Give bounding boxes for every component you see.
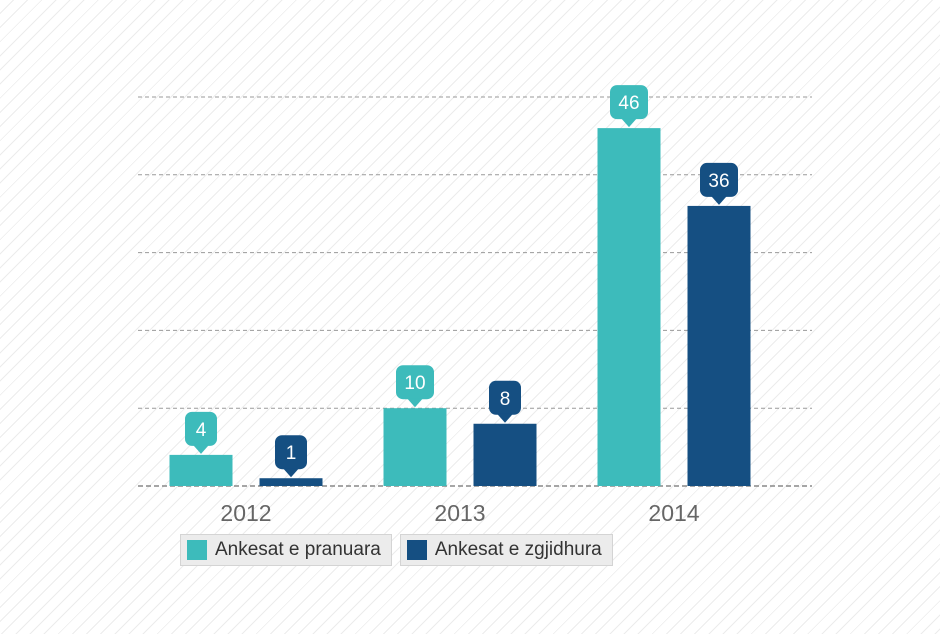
- x-tick-label: 2014: [648, 500, 699, 526]
- bar: [473, 423, 537, 486]
- legend-item-series-0: Ankesat e pranuara: [180, 534, 392, 566]
- data-label-text: 4: [196, 420, 207, 441]
- data-label-bubble: [489, 380, 521, 415]
- data-labels: 4 10 46 1 8 36: [185, 85, 738, 478]
- data-label-pointer: [497, 413, 513, 423]
- data-label-text: 1: [286, 443, 297, 464]
- bar: [687, 205, 751, 487]
- legend-swatch: [187, 540, 207, 560]
- data-label: 10: [396, 365, 434, 408]
- data-label-bubble: [185, 411, 217, 446]
- data-label-bubble: [275, 435, 307, 470]
- data-label: 8: [489, 380, 521, 423]
- data-label-text: 8: [500, 389, 511, 410]
- data-label-pointer: [283, 468, 299, 478]
- data-label-pointer: [621, 118, 637, 128]
- data-label: 1: [275, 435, 307, 478]
- x-axis-ticks: 2012 2013 2014: [220, 500, 699, 526]
- data-label: 4: [185, 411, 217, 454]
- x-tick-label: 2012: [220, 500, 271, 526]
- legend: Ankesat e pranuara Ankesat e zgjidhura: [180, 534, 613, 566]
- legend-label: Ankesat e pranuara: [215, 539, 381, 560]
- data-label-text: 46: [618, 93, 639, 114]
- bars: [169, 128, 751, 487]
- bar: [169, 454, 233, 486]
- data-label-text: 10: [404, 373, 425, 394]
- bar: [597, 128, 661, 486]
- data-label-bubble: [610, 85, 648, 120]
- data-label-bubble: [700, 162, 738, 197]
- data-label: 46: [610, 85, 648, 128]
- bar: [259, 478, 323, 486]
- data-label-text: 36: [708, 171, 729, 192]
- legend-label: Ankesat e zgjidhura: [434, 539, 602, 560]
- legend-swatch: [406, 540, 427, 560]
- data-label-bubble: [396, 365, 434, 400]
- legend-item-series-1: Ankesat e zgjidhura: [399, 534, 613, 566]
- data-label-pointer: [711, 195, 727, 205]
- x-tick-label: 2013: [434, 500, 485, 526]
- data-label: 36: [700, 162, 738, 205]
- bar: [383, 408, 447, 486]
- data-label-pointer: [193, 444, 209, 454]
- data-label-pointer: [407, 398, 423, 408]
